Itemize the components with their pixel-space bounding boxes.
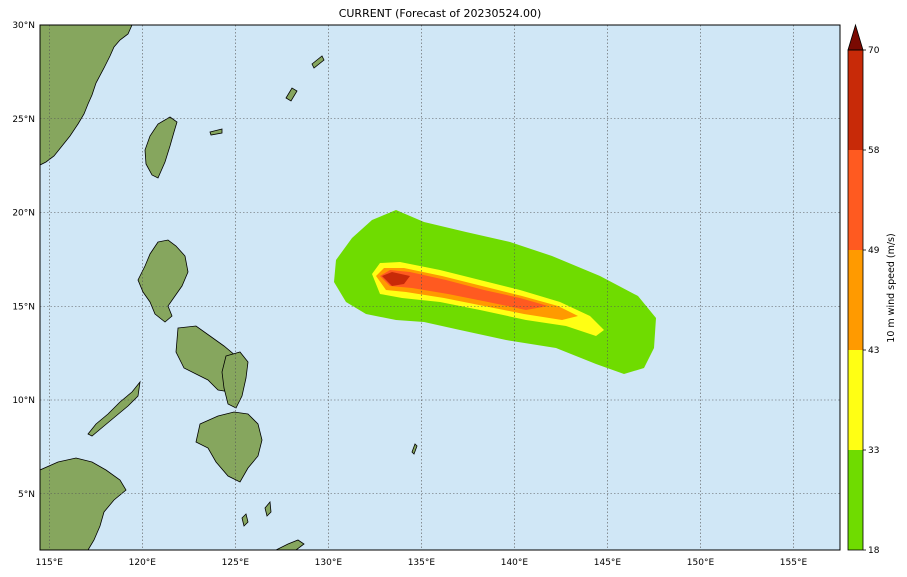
colorbar-tick-label: 58 (868, 146, 880, 156)
amami (311, 55, 325, 69)
samar-leyte (221, 351, 249, 409)
colorbar-segment (848, 50, 863, 150)
colorbar-tick-label: 70 (868, 46, 880, 56)
colorbar-frame (847, 49, 864, 551)
colorbar-segment (848, 350, 863, 450)
talaud (241, 513, 249, 527)
longitude-labels: 115°E 120°E 125°E 130°E 135°E 140°E 145°E 150°E… (36, 558, 808, 568)
colorbar: 18 33 43 49 58 70 (847, 23, 880, 556)
palau (411, 443, 418, 455)
longitude-label: 135°E (408, 558, 436, 568)
land-layer (40, 25, 418, 550)
map-frame (39, 24, 841, 551)
colorbar-tick-label: 49 (868, 246, 880, 256)
colorbar-tick-label: 43 (868, 346, 879, 356)
colorbar-tick-label: 33 (868, 446, 879, 456)
longitude-label: 150°E (687, 558, 715, 568)
borneo (40, 457, 127, 550)
longitude-label: 115°E (36, 558, 64, 568)
longitude-label: 120°E (129, 558, 157, 568)
latitude-label: 20°N (12, 209, 35, 219)
wind-band-49-58 (380, 270, 548, 310)
latitude-label: 30°N (12, 21, 35, 31)
latitude-label: 10°N (12, 396, 35, 406)
map-title: CURRENT (Forecast of 20230524.00) (338, 7, 542, 20)
latitude-label: 15°N (12, 302, 35, 312)
colorbar-segment (848, 450, 863, 550)
longitude-label: 130°E (315, 558, 343, 568)
latitude-label: 5°N (18, 490, 35, 500)
palawan (87, 380, 141, 437)
china-coast (40, 25, 133, 166)
latitude-labels: 5°N 10°N 15°N 20°N 25°N 30°N (12, 21, 35, 500)
colorbar-label: 10 m wind speed (m/s) (886, 233, 897, 342)
longitude-label: 155°E (780, 558, 808, 568)
latitude-label: 25°N (12, 115, 35, 125)
longitude-label: 140°E (501, 558, 529, 568)
mindanao (195, 411, 263, 483)
taiwan (144, 116, 178, 179)
okinawa (285, 87, 298, 102)
colorbar-segment (848, 150, 863, 250)
colorbar-tick-label: 18 (868, 546, 880, 556)
sulawesi-tip (275, 539, 305, 550)
longitude-label: 125°E (222, 558, 250, 568)
yaeyama (209, 128, 223, 136)
sangihe (264, 501, 272, 517)
longitude-label: 145°E (594, 558, 622, 568)
wind-band-58-70 (382, 272, 410, 286)
map-area (40, 25, 840, 550)
gridlines (40, 25, 840, 550)
colorbar-extend-arrow (847, 23, 864, 51)
luzon (137, 239, 189, 323)
colorbar-segment (848, 250, 863, 350)
wind-swath (334, 210, 656, 374)
